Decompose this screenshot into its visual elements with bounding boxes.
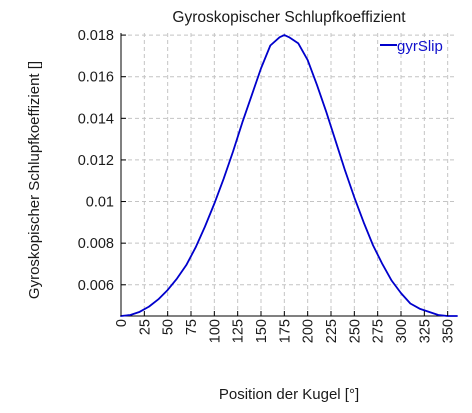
legend: gyrSlip [380,38,443,55]
y-axis-ticks: 0.006 0.008 0.01 0.012 0.014 0.016 0.018 [78,28,126,294]
x-tick-label-125: 125 [231,319,247,343]
y-tick-label-1: 0.008 [78,236,114,252]
grid [120,33,457,316]
y-tick-label-5: 0.016 [78,70,114,86]
chart-title: Gyroskopischer Schlupfkoeffizient [172,9,406,26]
x-tick-label-0: 0 [114,319,130,327]
x-tick-label-175: 175 [277,319,293,343]
x-tick-label-250: 250 [347,319,363,343]
x-tick-label-200: 200 [301,319,317,343]
x-tick-label-50: 50 [161,319,177,335]
x-axis-ticks: 0 25 50 75 100 125 150 175 200 225 250 275 300 325 350 [114,311,457,343]
x-axis-label: Position der Kugel [°] [219,386,359,403]
x-tick-label-350: 350 [441,319,457,343]
y-tick-label-2: 0.01 [86,195,114,211]
x-tick-label-325: 325 [417,319,433,343]
x-tick-label-25: 25 [137,319,153,335]
x-tick-label-275: 275 [371,319,387,343]
y-axis-label: Gyroskopischer Schlupfkoeffizient [] [26,61,43,299]
y-tick-label-6: 0.018 [78,28,114,44]
x-tick-label-225: 225 [324,319,340,343]
x-tick-label-100: 100 [207,319,223,343]
x-tick-label-300: 300 [394,319,410,343]
y-tick-label-3: 0.012 [78,153,114,169]
x-tick-label-150: 150 [254,319,270,343]
y-tick-label-4: 0.014 [78,111,114,127]
series-line-gyrslip [120,34,458,317]
y-tick-label-0: 0.006 [78,278,114,294]
legend-label-gyrslip: gyrSlip [397,38,443,55]
x-tick-label-75: 75 [184,319,200,335]
series-layer [120,34,458,317]
